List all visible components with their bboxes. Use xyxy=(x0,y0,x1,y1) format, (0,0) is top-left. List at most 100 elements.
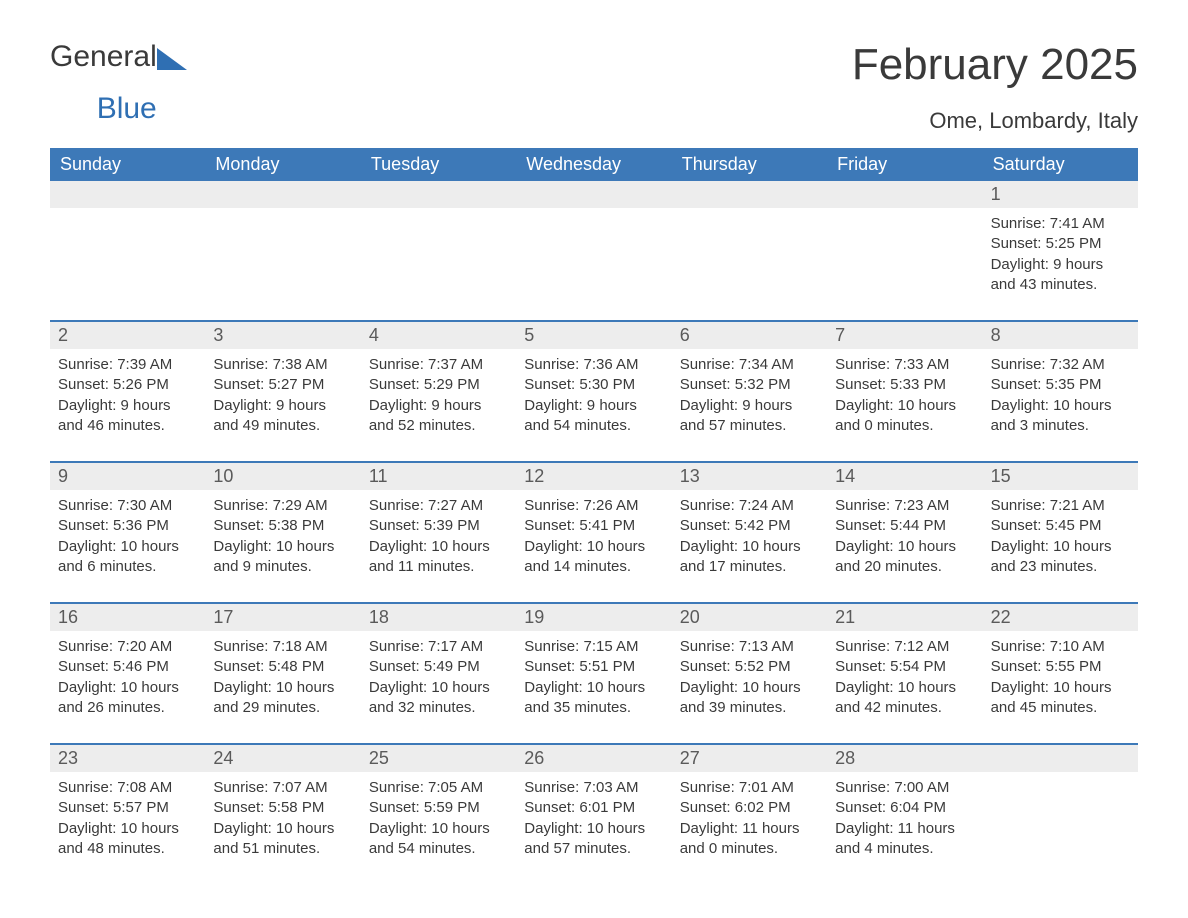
day-sunset: Sunset: 5:45 PM xyxy=(991,516,1130,536)
day-cell: Sunrise: 7:20 AMSunset: 5:46 PMDaylight:… xyxy=(50,631,205,731)
day-sunrise: Sunrise: 7:12 AM xyxy=(835,637,974,657)
day-daylight2: and 32 minutes. xyxy=(369,698,508,718)
day-cell: Sunrise: 7:32 AMSunset: 5:35 PMDaylight:… xyxy=(983,349,1138,449)
header: General Blue February 2025 Ome, Lombardy… xyxy=(50,40,1138,134)
title-block: February 2025 Ome, Lombardy, Italy xyxy=(852,40,1138,134)
day-number: 23 xyxy=(50,745,205,772)
day-sunset: Sunset: 5:58 PM xyxy=(213,798,352,818)
day-daylight1: Daylight: 9 hours xyxy=(369,396,508,416)
day-daylight2: and 0 minutes. xyxy=(680,839,819,859)
day-sunrise: Sunrise: 7:01 AM xyxy=(680,778,819,798)
logo-text-block: General Blue xyxy=(50,40,157,126)
day-sunrise: Sunrise: 7:07 AM xyxy=(213,778,352,798)
day-daylight1: Daylight: 10 hours xyxy=(369,678,508,698)
day-cell xyxy=(205,208,360,308)
day-cell: Sunrise: 7:05 AMSunset: 5:59 PMDaylight:… xyxy=(361,772,516,872)
day-number xyxy=(827,181,982,208)
day-daylight1: Daylight: 10 hours xyxy=(369,537,508,557)
day-sunset: Sunset: 5:35 PM xyxy=(991,375,1130,395)
day-sunset: Sunset: 5:25 PM xyxy=(991,234,1130,254)
day-daylight1: Daylight: 10 hours xyxy=(991,537,1130,557)
day-cell: Sunrise: 7:21 AMSunset: 5:45 PMDaylight:… xyxy=(983,490,1138,590)
day-daylight1: Daylight: 10 hours xyxy=(213,537,352,557)
day-sunrise: Sunrise: 7:13 AM xyxy=(680,637,819,657)
day-cell xyxy=(361,208,516,308)
day-daylight1: Daylight: 9 hours xyxy=(680,396,819,416)
day-daylight1: Daylight: 10 hours xyxy=(213,678,352,698)
day-cell: Sunrise: 7:17 AMSunset: 5:49 PMDaylight:… xyxy=(361,631,516,731)
day-number: 4 xyxy=(361,322,516,349)
day-sunrise: Sunrise: 7:41 AM xyxy=(991,214,1130,234)
day-daylight2: and 9 minutes. xyxy=(213,557,352,577)
day-cell xyxy=(516,208,671,308)
day-sunrise: Sunrise: 7:24 AM xyxy=(680,496,819,516)
day-number xyxy=(361,181,516,208)
day-sunrise: Sunrise: 7:03 AM xyxy=(524,778,663,798)
day-daylight2: and 43 minutes. xyxy=(991,275,1130,295)
day-number: 14 xyxy=(827,463,982,490)
day-sunrise: Sunrise: 7:37 AM xyxy=(369,355,508,375)
day-daylight1: Daylight: 10 hours xyxy=(213,819,352,839)
day-sunset: Sunset: 5:39 PM xyxy=(369,516,508,536)
calendar-week: 16171819202122Sunrise: 7:20 AMSunset: 5:… xyxy=(50,602,1138,731)
day-number xyxy=(205,181,360,208)
page-title: February 2025 xyxy=(852,40,1138,90)
day-number: 12 xyxy=(516,463,671,490)
day-number: 3 xyxy=(205,322,360,349)
day-daylight1: Daylight: 10 hours xyxy=(524,678,663,698)
calendar-week: 1Sunrise: 7:41 AMSunset: 5:25 PMDaylight… xyxy=(50,181,1138,308)
day-sunset: Sunset: 5:27 PM xyxy=(213,375,352,395)
day-sunrise: Sunrise: 7:29 AM xyxy=(213,496,352,516)
day-daylight1: Daylight: 10 hours xyxy=(835,396,974,416)
day-cell: Sunrise: 7:07 AMSunset: 5:58 PMDaylight:… xyxy=(205,772,360,872)
day-cell xyxy=(827,208,982,308)
day-sunset: Sunset: 6:02 PM xyxy=(680,798,819,818)
day-daylight2: and 51 minutes. xyxy=(213,839,352,859)
day-number: 17 xyxy=(205,604,360,631)
day-daylight1: Daylight: 10 hours xyxy=(524,537,663,557)
day-sunset: Sunset: 5:32 PM xyxy=(680,375,819,395)
day-number: 2 xyxy=(50,322,205,349)
day-daylight2: and 57 minutes. xyxy=(524,839,663,859)
location-subtitle: Ome, Lombardy, Italy xyxy=(852,108,1138,134)
day-number: 28 xyxy=(827,745,982,772)
day-daylight1: Daylight: 10 hours xyxy=(680,678,819,698)
day-cell: Sunrise: 7:24 AMSunset: 5:42 PMDaylight:… xyxy=(672,490,827,590)
day-sunrise: Sunrise: 7:38 AM xyxy=(213,355,352,375)
day-cell: Sunrise: 7:26 AMSunset: 5:41 PMDaylight:… xyxy=(516,490,671,590)
day-number: 6 xyxy=(672,322,827,349)
day-daylight2: and 26 minutes. xyxy=(58,698,197,718)
day-daylight2: and 29 minutes. xyxy=(213,698,352,718)
day-sunrise: Sunrise: 7:05 AM xyxy=(369,778,508,798)
day-daylight1: Daylight: 9 hours xyxy=(213,396,352,416)
day-sunset: Sunset: 5:46 PM xyxy=(58,657,197,677)
day-daylight1: Daylight: 11 hours xyxy=(680,819,819,839)
day-daylight2: and 42 minutes. xyxy=(835,698,974,718)
day-number xyxy=(983,745,1138,772)
day-daylight2: and 17 minutes. xyxy=(680,557,819,577)
day-daylight2: and 52 minutes. xyxy=(369,416,508,436)
day-cell xyxy=(672,208,827,308)
day-sunrise: Sunrise: 7:00 AM xyxy=(835,778,974,798)
day-number-row: 1 xyxy=(50,181,1138,208)
day-daylight1: Daylight: 10 hours xyxy=(58,537,197,557)
day-cell: Sunrise: 7:38 AMSunset: 5:27 PMDaylight:… xyxy=(205,349,360,449)
day-sunset: Sunset: 5:55 PM xyxy=(991,657,1130,677)
day-sunrise: Sunrise: 7:20 AM xyxy=(58,637,197,657)
calendar-header-row: Sunday Monday Tuesday Wednesday Thursday… xyxy=(50,148,1138,181)
day-cell: Sunrise: 7:39 AMSunset: 5:26 PMDaylight:… xyxy=(50,349,205,449)
day-sunset: Sunset: 5:30 PM xyxy=(524,375,663,395)
day-number: 25 xyxy=(361,745,516,772)
day-sunset: Sunset: 5:29 PM xyxy=(369,375,508,395)
day-daylight2: and 48 minutes. xyxy=(58,839,197,859)
day-number xyxy=(516,181,671,208)
day-number: 5 xyxy=(516,322,671,349)
day-cell: Sunrise: 7:12 AMSunset: 5:54 PMDaylight:… xyxy=(827,631,982,731)
day-sunrise: Sunrise: 7:36 AM xyxy=(524,355,663,375)
day-number xyxy=(672,181,827,208)
day-daylight1: Daylight: 10 hours xyxy=(524,819,663,839)
day-sunrise: Sunrise: 7:08 AM xyxy=(58,778,197,798)
day-cell xyxy=(50,208,205,308)
day-daylight2: and 3 minutes. xyxy=(991,416,1130,436)
col-header: Sunday xyxy=(50,148,205,181)
